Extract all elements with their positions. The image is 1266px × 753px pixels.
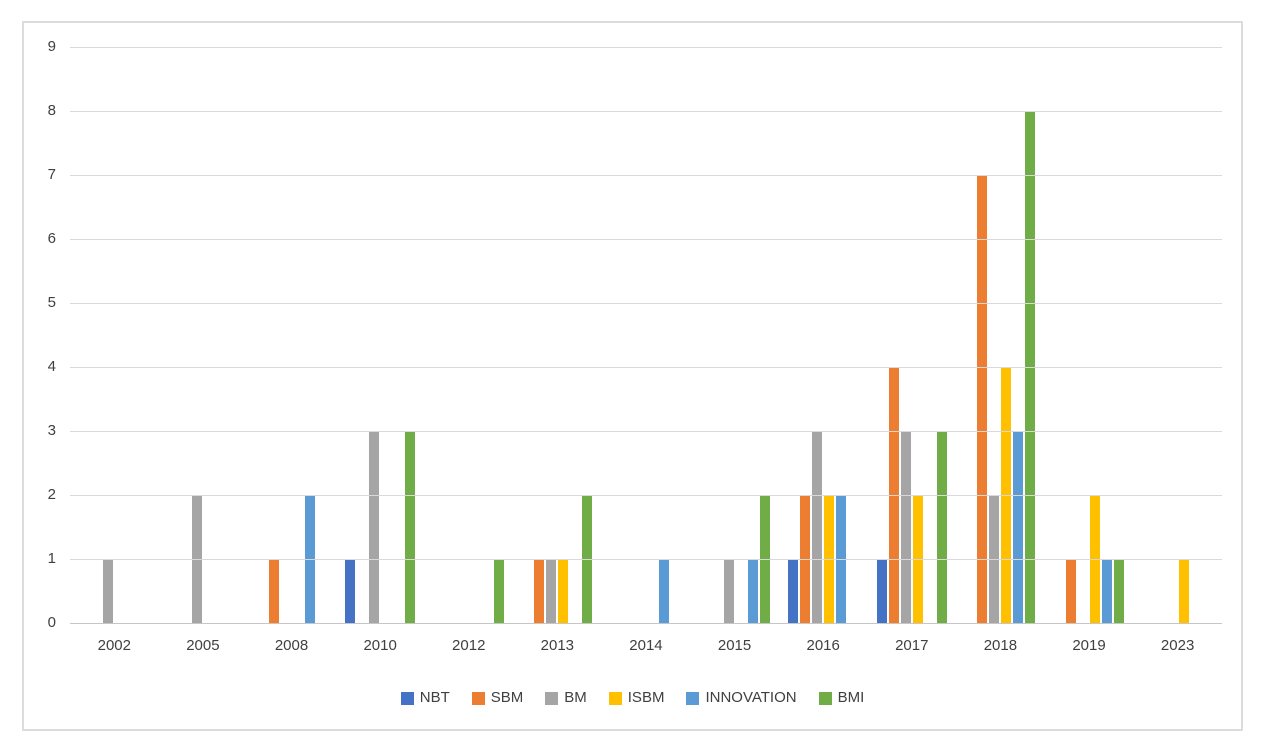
legend-swatch-sbm — [471, 691, 485, 705]
legend-item-sbm: SBM — [471, 689, 524, 706]
legend-swatch-bm — [545, 691, 559, 705]
y-tick-label: 8 — [47, 102, 56, 119]
bar-sbm-2008 — [268, 559, 279, 623]
legend-item-nbt: NBT — [400, 689, 450, 706]
bar-group-2010 — [336, 47, 425, 623]
legend-swatch-isbm — [608, 691, 622, 705]
legend-swatch-bmi — [818, 691, 832, 705]
x-tick-label: 2010 — [363, 637, 397, 654]
x-tick-label: 2005 — [186, 637, 220, 654]
bar-innovation-2015 — [747, 559, 758, 623]
legend-swatch-innovation — [686, 691, 700, 705]
x-tick-label: 2023 — [1160, 637, 1195, 654]
bar-sbm-2018 — [977, 175, 988, 623]
bar-bm-2010 — [369, 431, 380, 623]
x-tick-label: 2012 — [452, 637, 486, 654]
bar-bm-2002 — [103, 559, 114, 623]
gridline — [70, 367, 1222, 368]
bar-innovation-2019 — [1102, 559, 1112, 623]
y-tick-label: 6 — [47, 230, 56, 247]
y-axis: 0 1 2 3 4 5 6 7 8 9 — [24, 38, 56, 631]
legend-swatch-nbt — [400, 691, 414, 705]
y-tick-label: 7 — [47, 166, 56, 183]
gridline — [70, 47, 1222, 48]
y-tick-label: 5 — [47, 294, 56, 311]
bar-group-2005 — [159, 47, 248, 623]
gridline — [70, 431, 1222, 432]
bar-group-2019 — [1045, 47, 1134, 623]
legend: NBT SBM BM ISBM INNOVATION BMI — [24, 687, 1241, 709]
x-tick-label: 2008 — [274, 637, 309, 654]
x-axis: 2002 2005 2008 2010 2012 2013 2014 2015 2016 2017… — [70, 636, 1222, 656]
bar-bmi-2010 — [405, 431, 416, 623]
bar-nbt-2017 — [876, 559, 887, 623]
bar-bm-2013 — [546, 559, 557, 623]
x-tick-label: 2018 — [983, 637, 1018, 654]
bar-group-2018 — [956, 47, 1045, 623]
bar-nbt-2016 — [788, 559, 799, 623]
y-tick-label: 4 — [47, 358, 56, 375]
x-tick-label: 2014 — [629, 637, 663, 654]
y-tick-label: 3 — [47, 422, 56, 439]
gridline — [70, 303, 1222, 304]
legend-label: BMI — [837, 689, 865, 706]
bar-group-2013 — [513, 47, 602, 623]
bar-groups — [70, 47, 1222, 623]
bar-sbm-2013 — [534, 559, 545, 623]
bar-innovation-2018 — [1013, 431, 1024, 623]
bar-isbm-2013 — [558, 559, 569, 623]
bar-innovation-2014 — [658, 559, 669, 623]
gridline — [70, 239, 1222, 240]
legend-item-isbm: ISBM — [608, 689, 665, 706]
x-tick-label: 2017 — [895, 637, 929, 654]
x-tick-label: 2013 — [540, 637, 575, 654]
bar-group-2002 — [70, 47, 159, 623]
bar-bmi-2019 — [1114, 559, 1124, 623]
plot-area — [70, 47, 1222, 624]
gridline — [70, 111, 1222, 112]
bar-bmi-2012 — [493, 559, 504, 623]
y-tick-label: 2 — [47, 486, 56, 503]
legend-item-bmi: BMI — [818, 689, 865, 706]
legend-label: INNOVATION — [705, 689, 797, 706]
bar-nbt-2010 — [345, 559, 356, 623]
bar-group-2023 — [1133, 47, 1222, 623]
bar-sbm-2019 — [1066, 559, 1076, 623]
x-tick-label: 2019 — [1072, 637, 1106, 654]
gridline — [70, 175, 1222, 176]
bar-group-2015 — [690, 47, 779, 623]
y-tick-label: 0 — [47, 614, 56, 631]
bar-group-2008 — [247, 47, 336, 623]
legend-label: NBT — [419, 689, 450, 706]
x-tick-label: 2002 — [97, 637, 131, 654]
bar-bm-2015 — [723, 559, 734, 623]
gridline — [70, 559, 1222, 560]
bar-bm-2017 — [900, 431, 911, 623]
bar-isbm-2023 — [1178, 559, 1189, 623]
x-tick-label: 2015 — [717, 637, 752, 654]
x-tick-label: 2016 — [806, 637, 840, 654]
gridline — [70, 495, 1222, 496]
bar-group-2016 — [779, 47, 868, 623]
bar-bmi-2017 — [936, 431, 947, 623]
y-tick-label: 9 — [47, 38, 56, 55]
bar-bm-2016 — [812, 431, 823, 623]
legend-label: BM — [564, 689, 587, 706]
legend-item-innovation: INNOVATION — [686, 689, 797, 706]
legend-item-bm: BM — [545, 690, 587, 706]
bar-group-2012 — [424, 47, 513, 623]
y-tick-label: 1 — [47, 550, 56, 567]
legend-label: SBM — [490, 689, 524, 706]
x-axis-line — [70, 623, 1222, 624]
bar-group-2017 — [867, 47, 956, 623]
bar-group-2014 — [602, 47, 691, 623]
legend-label: ISBM — [627, 689, 665, 706]
